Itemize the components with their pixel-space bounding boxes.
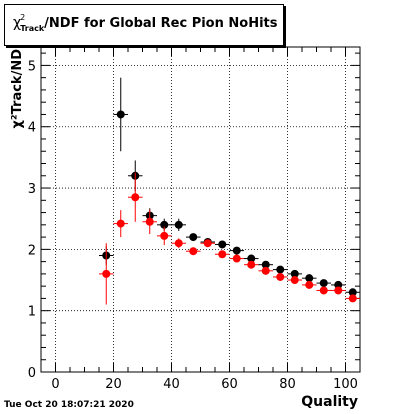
title-symbol: χ	[13, 15, 22, 31]
data-point	[189, 233, 198, 242]
data-point	[102, 269, 111, 278]
data-point	[203, 239, 212, 248]
x-tick-label: 60	[221, 377, 238, 392]
data-point	[189, 247, 198, 256]
x-tick-label: 0	[51, 377, 59, 392]
data-point	[218, 240, 227, 249]
data-point	[174, 220, 183, 229]
data-point	[145, 217, 154, 226]
data-point	[305, 274, 314, 283]
timestamp-footer: Tue Oct 20 18:07:21 2020	[4, 400, 134, 410]
data-point	[232, 246, 241, 255]
data-point	[348, 288, 357, 297]
title-box: χ2 Track/NDF for Global Rec Pion NoHits	[4, 4, 284, 46]
data-point	[247, 260, 256, 269]
data-point	[116, 110, 125, 119]
data-point	[174, 239, 183, 248]
data-point	[305, 280, 314, 289]
y-tick-label: 1	[28, 305, 36, 320]
data-point	[116, 219, 125, 228]
data-point	[290, 269, 299, 278]
data-point	[131, 193, 140, 202]
y-tick-label: 4	[28, 121, 36, 136]
data-point	[319, 279, 328, 288]
y-axis-label: χ²Track/ND	[10, 49, 25, 129]
data-point	[276, 265, 285, 274]
data-point	[218, 250, 227, 259]
data-point	[160, 231, 169, 240]
title-superscript: 2	[20, 13, 26, 22]
x-axis-label: Quality	[301, 394, 358, 410]
data-point	[290, 276, 299, 285]
data-point	[276, 272, 285, 281]
data-point	[334, 286, 343, 295]
y-tick-label: 3	[28, 182, 36, 197]
data-point	[348, 294, 357, 303]
chart-title: χ2 Track/NDF for Global Rec Pion NoHits	[13, 13, 278, 33]
y-tick-label: 0	[28, 366, 36, 381]
x-tick-label: 40	[163, 377, 180, 392]
data-point	[232, 254, 241, 263]
data-point	[261, 266, 270, 275]
x-tick-label: 80	[279, 377, 296, 392]
y-tick-label: 2	[28, 243, 36, 258]
plot-area	[41, 47, 360, 372]
data-point	[247, 254, 256, 263]
data-point	[261, 260, 270, 269]
x-tick-label: 100	[333, 377, 358, 392]
data-point	[334, 280, 343, 289]
x-tick-label: 20	[105, 377, 122, 392]
title-subscript: Track	[20, 24, 45, 33]
y-tick-label: 5	[28, 59, 36, 74]
title-text: /NDF for Global Rec Pion NoHits	[44, 16, 278, 31]
data-point	[160, 220, 169, 229]
data-point	[319, 286, 328, 295]
